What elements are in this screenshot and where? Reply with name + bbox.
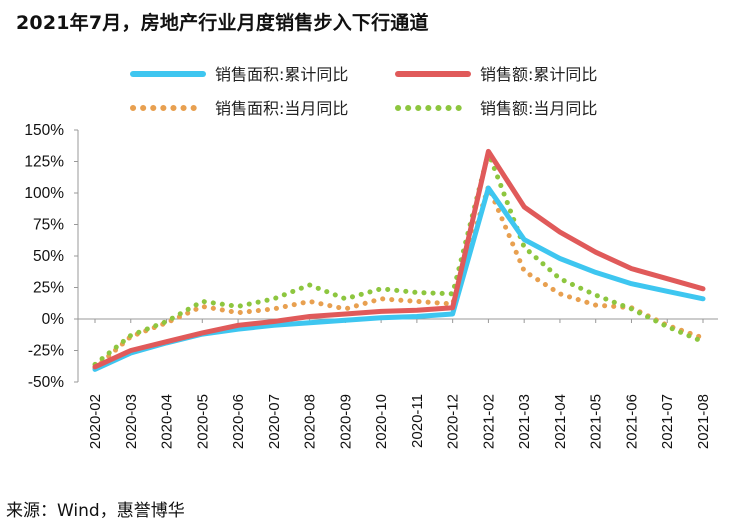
y-tick-label: 100%	[24, 185, 64, 202]
series-line-4	[92, 150, 706, 367]
y-tick-label: -25%	[28, 343, 64, 360]
legend-label: 销售额:累计同比	[480, 65, 597, 84]
x-tick-label: 2020-09	[337, 394, 354, 449]
x-tick-label: 2020-11	[409, 394, 426, 448]
y-tick-label: -50%	[28, 374, 64, 391]
chart-title: 2021年7月，房地产行业月度销售步入下行通道	[16, 12, 429, 34]
x-tick-label: 2021-02	[480, 394, 497, 449]
legend-label: 销售面积:当月同比	[215, 99, 348, 118]
x-tick-label: 2021-08	[695, 394, 712, 449]
y-tick-label: 150%	[24, 122, 64, 139]
y-tick-label: 25%	[33, 280, 64, 297]
x-tick-label: 2021-05	[588, 394, 605, 449]
y-tick-label: 50%	[33, 248, 64, 265]
source-note: 来源：Wind，惠誉博华	[6, 501, 185, 521]
x-tick-label: 2021-03	[516, 394, 533, 449]
legend-item-4: 销售额:当月同比	[395, 99, 597, 118]
legend-item-2: 销售额:累计同比	[395, 65, 597, 84]
x-tick-label: 2020-07	[266, 394, 283, 449]
legend-item-3: 销售面积:当月同比	[130, 99, 348, 118]
x-tick-label: 2020-12	[445, 394, 462, 449]
y-tick-label: 0%	[42, 311, 65, 328]
y-tick-label: 75%	[33, 217, 64, 234]
series-layer	[92, 148, 706, 372]
x-tick-label: 2021-06	[623, 394, 640, 449]
x-tick-label: 2020-03	[123, 394, 140, 449]
chart-axes: -50% -25% 0% 25% 50% 75% 100% 125% 150% 2020-02 20…	[24, 122, 718, 449]
series-line-1	[92, 185, 706, 372]
x-tick-label: 2021-07	[659, 394, 676, 449]
legend-label: 销售额:当月同比	[480, 99, 597, 118]
x-tick-label: 2020-08	[302, 394, 319, 449]
x-tick-label: 2020-04	[159, 394, 176, 449]
x-tick-label: 2020-02	[87, 394, 104, 449]
x-tick-label: 2020-06	[230, 394, 247, 449]
legend-item-1: 销售面积:累计同比	[130, 65, 348, 84]
legend-label: 销售面积:累计同比	[215, 65, 348, 84]
x-tick-label: 2021-04	[552, 394, 569, 449]
x-tick-label: 2020-10	[373, 394, 390, 449]
series-line-2	[92, 148, 706, 370]
x-tick-label: 2020-05	[194, 394, 211, 449]
y-tick-label: 125%	[24, 154, 64, 171]
series-line-3	[92, 184, 706, 371]
